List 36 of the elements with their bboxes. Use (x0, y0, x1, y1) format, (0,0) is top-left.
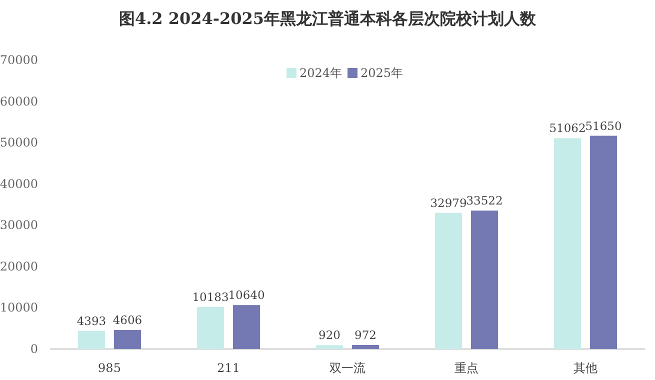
x-tick-label: 211 (217, 361, 240, 375)
bar (554, 138, 581, 349)
y-tick-label: 20000 (0, 259, 38, 274)
data-label: 51650 (585, 118, 622, 133)
x-tick-label: 双一流 (330, 361, 366, 375)
y-tick-label: 10000 (0, 300, 38, 315)
data-label: 920 (318, 328, 340, 342)
data-label: 33522 (466, 194, 503, 208)
x-tick-label: 重点 (454, 361, 478, 375)
y-tick-label: 30000 (0, 218, 38, 232)
y-tick-label: 70000 (0, 53, 38, 67)
chart-title: 图4.2 2024-2025年黑龙江普通本科各层次院校计划人数 (118, 9, 538, 28)
bar (233, 305, 260, 349)
data-label: 51062 (549, 121, 586, 136)
data-label: 10640 (228, 288, 265, 302)
bar (78, 330, 105, 349)
bar (316, 345, 343, 349)
x-tick-label: 其他 (574, 361, 598, 375)
data-label: 4606 (112, 312, 142, 327)
x-tick-label: 985 (98, 361, 121, 375)
bar (435, 212, 462, 349)
legend-label: 2025年 (360, 66, 404, 80)
data-label: 32979 (430, 196, 467, 210)
y-tick-label: 0 (30, 342, 38, 356)
bar (197, 306, 224, 349)
data-label: 10183 (192, 290, 229, 304)
data-label: 4393 (76, 314, 106, 328)
y-tick-label: 60000 (0, 94, 38, 108)
y-tick-label: 40000 (0, 176, 38, 191)
bar (114, 330, 141, 349)
y-tick-label: 50000 (0, 136, 38, 150)
data-label: 972 (354, 328, 376, 342)
bar (352, 344, 379, 349)
legend-label: 2024年 (300, 66, 342, 80)
bar (471, 210, 498, 349)
bar (590, 136, 617, 349)
